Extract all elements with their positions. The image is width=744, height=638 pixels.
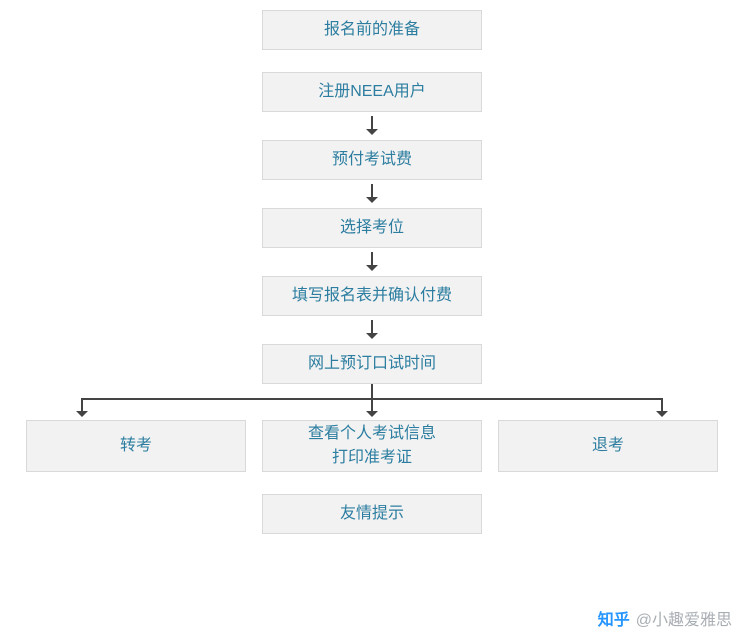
node-register-neea[interactable]: 注册NEEA用户 — [262, 72, 482, 112]
node-select-seat[interactable]: 选择考位 — [262, 208, 482, 248]
node-label: 查看个人考试信息打印准考证 — [308, 422, 436, 470]
arrow-down-icon — [371, 252, 373, 270]
node-print-admission[interactable]: 查看个人考试信息打印准考证 — [262, 420, 482, 472]
node-prepay[interactable]: 预付考试费 — [262, 140, 482, 180]
node-prepare[interactable]: 报名前的准备 — [262, 10, 482, 50]
node-fill-form[interactable]: 填写报名表并确认付费 — [262, 276, 482, 316]
arrow-down-icon — [81, 398, 83, 416]
node-label: 预付考试费 — [332, 148, 412, 172]
branch-row: 转考 查看个人考试信息打印准考证 退考 — [22, 420, 722, 472]
node-label: 转考 — [120, 434, 152, 458]
node-label: 选择考位 — [340, 216, 404, 240]
node-label: 注册NEEA用户 — [318, 80, 426, 104]
node-book-speaking[interactable]: 网上预订口试时间 — [262, 344, 482, 384]
watermark: 知乎 @小趣爱雅思 — [598, 606, 732, 630]
arrow-down-icon — [661, 398, 663, 416]
arrow-down-icon — [371, 116, 373, 134]
branch-connector: 转考 查看个人考试信息打印准考证 退考 — [22, 384, 722, 472]
zhihu-logo: 知乎 — [598, 606, 630, 630]
node-label: 报名前的准备 — [324, 18, 420, 42]
node-tips[interactable]: 友情提示 — [262, 494, 482, 534]
arrow-down-icon — [371, 398, 373, 416]
node-transfer[interactable]: 转考 — [26, 420, 246, 472]
arrow-down-icon — [371, 184, 373, 202]
arrow-down-icon — [371, 320, 373, 338]
node-label: 填写报名表并确认付费 — [292, 284, 452, 308]
node-withdraw[interactable]: 退考 — [498, 420, 718, 472]
node-label: 退考 — [592, 434, 624, 458]
node-label: 网上预订口试时间 — [308, 352, 436, 376]
watermark-attribution: @小趣爱雅思 — [636, 606, 732, 630]
arrow-stub — [371, 384, 373, 398]
flowchart: 报名前的准备 注册NEEA用户 预付考试费 选择考位 填写报名表并确认付费 网上… — [0, 0, 744, 534]
node-label: 友情提示 — [340, 502, 404, 526]
